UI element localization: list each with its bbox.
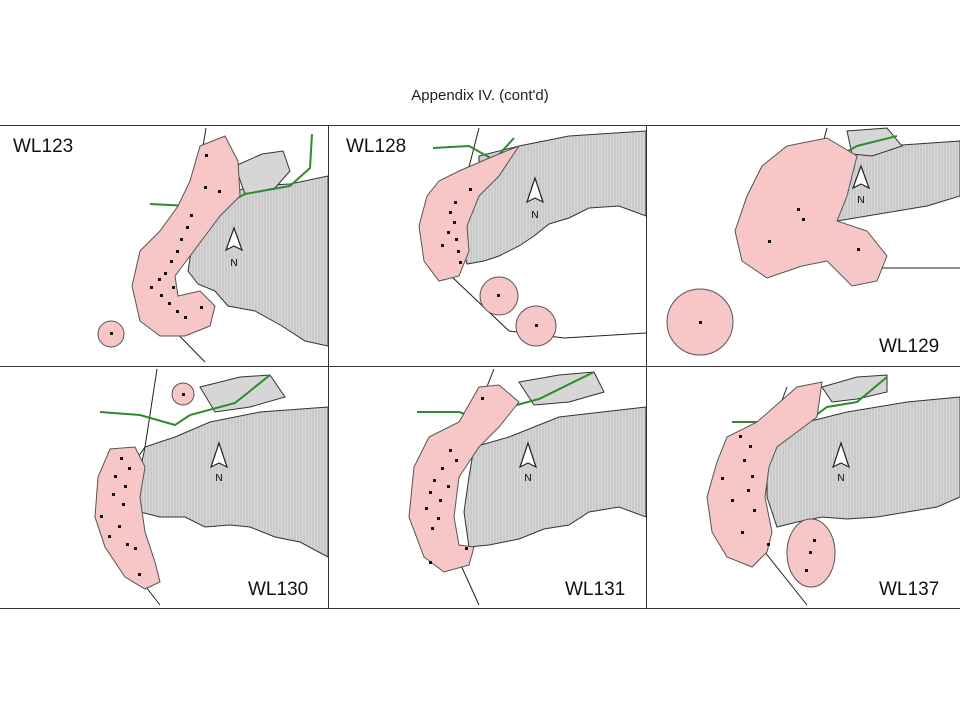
land-area <box>463 406 646 548</box>
map-wl123: N <box>97 127 328 363</box>
north-arrow-icon: N <box>209 441 229 484</box>
panel-label: WL123 <box>13 136 74 157</box>
svg-text:N: N <box>531 210 538 221</box>
map-wl137: N <box>706 374 960 606</box>
land-area <box>821 374 888 403</box>
home-range-polygon <box>94 446 161 590</box>
svg-text:N: N <box>857 195 864 206</box>
panel-label: WL131 <box>565 579 626 600</box>
panel-label: WL128 <box>346 136 407 157</box>
road-line <box>432 137 515 162</box>
panel-label: WL137 <box>879 579 940 600</box>
location-points <box>721 435 816 572</box>
north-arrow-icon: N <box>525 176 545 221</box>
home-range-polygon <box>734 137 888 287</box>
location-points <box>110 154 221 335</box>
map-wl130: N <box>94 368 328 606</box>
panel-label: WL130 <box>248 579 309 600</box>
map-wl131: N <box>408 368 646 606</box>
home-range-polygon <box>408 384 520 573</box>
svg-text:N: N <box>230 258 237 269</box>
svg-text:N: N <box>215 473 222 484</box>
map-panel-wl129: N WL129 <box>647 126 960 366</box>
home-range-polygon <box>418 144 521 282</box>
map-panel-wl123: N WL123 <box>0 126 328 366</box>
north-arrow-icon: N <box>224 226 244 269</box>
road-line <box>99 374 271 427</box>
svg-text:N: N <box>524 473 531 484</box>
north-arrow-icon: N <box>518 441 538 484</box>
svg-text:N: N <box>837 473 844 484</box>
page-title: Appendix IV. (cont'd) <box>411 87 549 104</box>
north-arrow-icon: N <box>851 164 871 206</box>
panel-divider <box>0 366 960 367</box>
location-points <box>100 393 185 576</box>
map-panel-wl131: N WL131 <box>329 367 646 609</box>
land-area <box>460 130 646 265</box>
home-range-polygon <box>131 135 241 337</box>
land-area <box>766 396 960 528</box>
home-range-polygon <box>706 381 823 568</box>
location-points <box>699 208 860 324</box>
north-arrow-icon: N <box>831 441 851 484</box>
location-points <box>441 188 538 327</box>
panel-divider <box>646 125 647 609</box>
panel-divider <box>328 125 329 609</box>
location-points <box>425 397 484 564</box>
map-panel-wl137: N WL137 <box>647 367 960 609</box>
map-panel-wl130: N WL130 <box>0 367 328 609</box>
map-wl129: N <box>666 127 960 356</box>
map-wl128: N <box>418 127 646 347</box>
map-grid <box>0 125 960 609</box>
map-panel-wl128: N WL128 <box>329 126 646 366</box>
land-area <box>137 406 328 558</box>
panel-label: WL129 <box>879 336 940 357</box>
land-area <box>199 374 286 413</box>
